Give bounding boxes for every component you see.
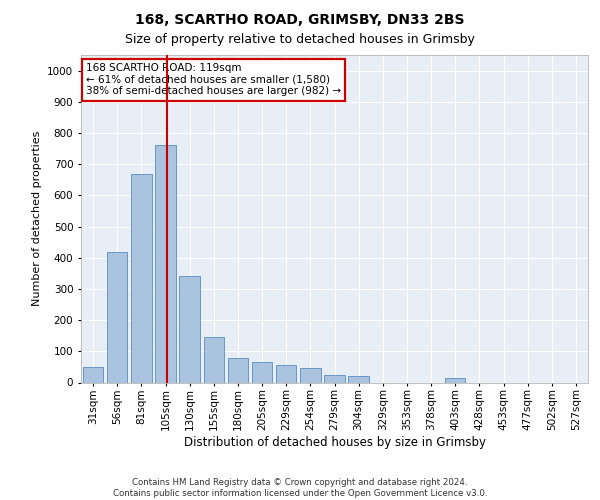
Bar [203, 338, 224, 382]
Bar [445, 378, 466, 382]
Y-axis label: Number of detached properties: Number of detached properties [32, 131, 41, 306]
Text: 168 SCARTHO ROAD: 119sqm
← 61% of detached houses are smaller (1,580)
38% of sem: 168 SCARTHO ROAD: 119sqm ← 61% of detach… [86, 63, 341, 96]
Bar [107, 252, 127, 382]
Text: Contains HM Land Registry data © Crown copyright and database right 2024.
Contai: Contains HM Land Registry data © Crown c… [113, 478, 487, 498]
Bar [324, 374, 345, 382]
Bar [300, 368, 320, 382]
Bar [349, 376, 369, 382]
Bar [179, 276, 200, 382]
Bar [276, 366, 296, 382]
Text: Size of property relative to detached houses in Grimsby: Size of property relative to detached ho… [125, 32, 475, 46]
Bar [227, 358, 248, 382]
Bar [83, 367, 103, 382]
Text: 168, SCARTHO ROAD, GRIMSBY, DN33 2BS: 168, SCARTHO ROAD, GRIMSBY, DN33 2BS [135, 12, 465, 26]
Bar [155, 146, 176, 382]
Bar [131, 174, 152, 382]
Bar [252, 362, 272, 382]
X-axis label: Distribution of detached houses by size in Grimsby: Distribution of detached houses by size … [184, 436, 485, 448]
